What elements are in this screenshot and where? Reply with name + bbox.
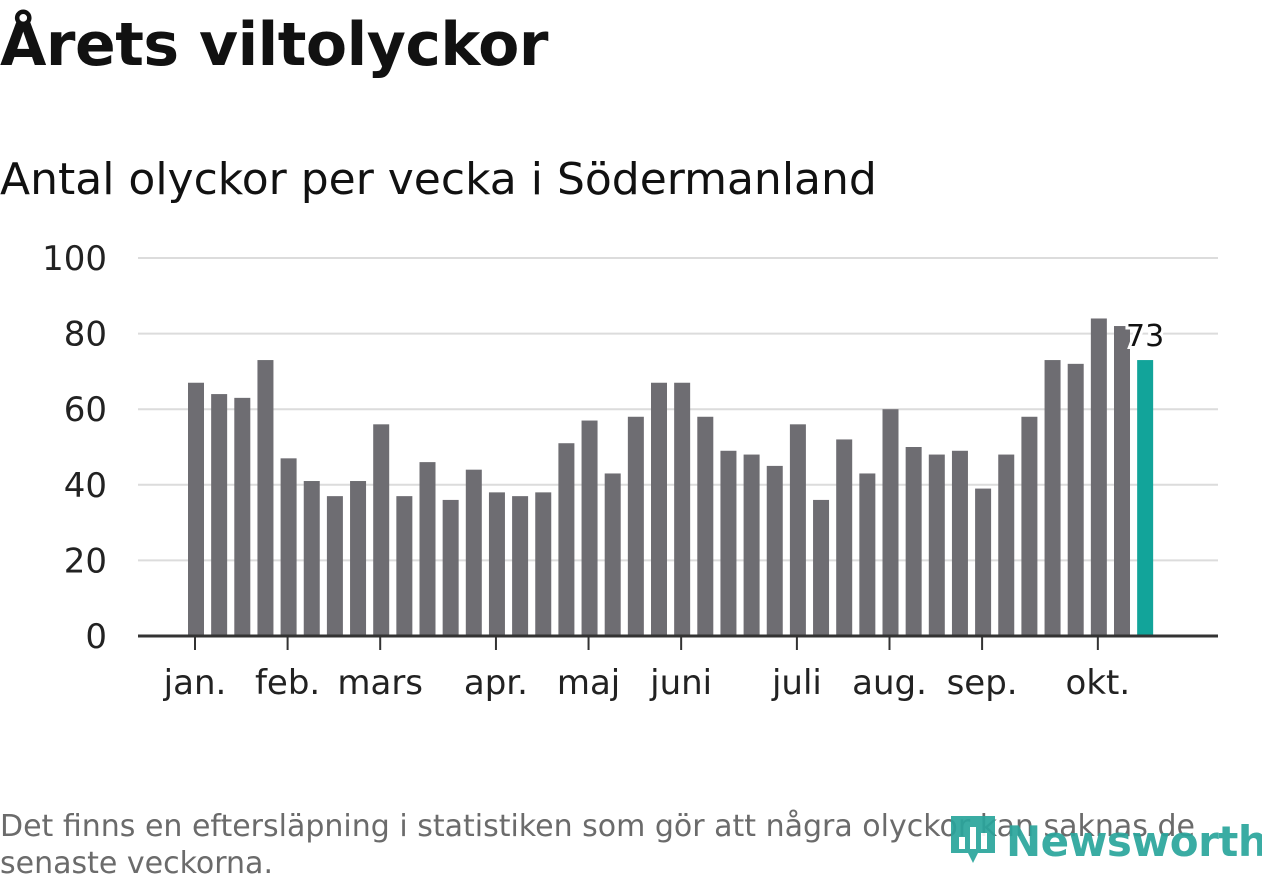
- bar: [1067, 363, 1084, 636]
- bar-highlight: [1137, 360, 1154, 636]
- bar: [488, 492, 505, 636]
- bar: [558, 443, 575, 636]
- bar-series: [188, 318, 1154, 636]
- x-tick-label: juni: [649, 663, 712, 703]
- x-axis-ticks: jan. feb. mars apr. maj juni juli aug. sep. okt.: [163, 636, 1130, 703]
- bar: [535, 492, 552, 636]
- x-tick-label: feb.: [255, 663, 320, 703]
- bar-chart: 0 20 40 60 80 100 jan. feb. mars apr. maj juni juli…: [42, 239, 1218, 703]
- bar: [951, 450, 968, 636]
- logo-text: Newsworthy: [1006, 816, 1262, 866]
- x-tick-label: maj: [557, 663, 620, 703]
- newsworthy-logo-icon: [951, 816, 995, 863]
- data-labels: 73: [1123, 316, 1167, 357]
- x-tick-label: aug.: [852, 663, 927, 703]
- bar: [1114, 326, 1130, 636]
- bar: [813, 499, 830, 636]
- y-tick-label: 80: [64, 315, 107, 355]
- bar: [188, 382, 204, 636]
- bar: [789, 424, 806, 636]
- bar: [211, 394, 228, 636]
- bar: [859, 473, 876, 636]
- bar: [234, 397, 251, 636]
- newsworthy-logo: Newsworthy: [948, 813, 1262, 869]
- x-tick-label: jan.: [163, 663, 227, 703]
- bar: [928, 454, 945, 636]
- y-tick-label: 20: [64, 541, 107, 581]
- bar: [604, 473, 621, 636]
- bar: [836, 439, 853, 636]
- bar: [1021, 416, 1038, 636]
- y-tick-label: 0: [85, 617, 107, 657]
- bar: [1044, 360, 1061, 636]
- bar: [905, 447, 922, 636]
- bar: [581, 420, 598, 636]
- x-tick-label: juli: [771, 663, 822, 703]
- highlight-data-label: 73: [1126, 319, 1164, 354]
- bar: [442, 499, 459, 636]
- bar: [720, 450, 737, 636]
- y-tick-label: 60: [64, 390, 107, 430]
- x-tick-label: okt.: [1066, 663, 1131, 703]
- bar: [373, 424, 390, 636]
- y-tick-label: 100: [42, 239, 107, 279]
- bar: [998, 454, 1015, 636]
- bar: [257, 360, 274, 636]
- y-tick-label: 40: [64, 466, 107, 506]
- bar: [280, 458, 297, 636]
- bar: [882, 409, 899, 636]
- bar: [303, 481, 320, 636]
- bar: [697, 416, 714, 636]
- bar: [975, 488, 992, 636]
- x-tick-label: sep.: [947, 663, 1018, 703]
- bar: [512, 496, 529, 636]
- chart-subtitle: Antal olyckor per vecka i Södermanland: [0, 154, 877, 205]
- bar: [743, 454, 760, 636]
- bar: [396, 496, 413, 636]
- bar: [465, 469, 482, 636]
- bar: [627, 416, 644, 636]
- bar: [1090, 318, 1107, 636]
- bar: [674, 382, 691, 636]
- bar: [766, 465, 783, 636]
- x-tick-label: mars: [337, 663, 423, 703]
- bar: [350, 481, 367, 636]
- bar: [651, 382, 667, 636]
- bar: [326, 496, 343, 636]
- bar: [419, 462, 436, 636]
- x-tick-label: apr.: [464, 663, 528, 703]
- y-axis-ticks: 0 20 40 60 80 100: [42, 239, 107, 657]
- footnote: Det finns en eftersläpning i statistiken…: [0, 809, 1195, 881]
- chart-title: Årets viltolyckor: [0, 10, 549, 80]
